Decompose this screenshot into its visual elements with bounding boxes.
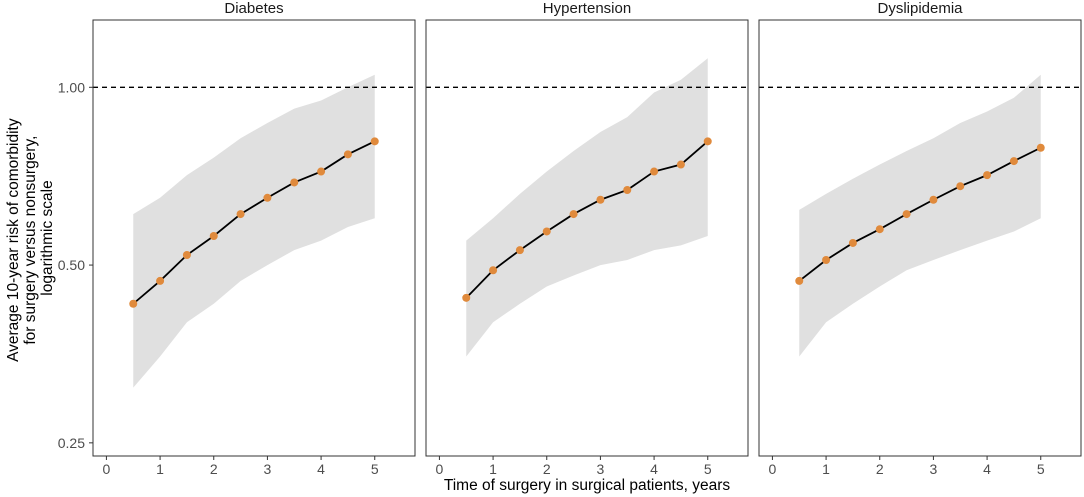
- x-tick-label: 0: [436, 461, 444, 477]
- estimate-line: [132, 140, 376, 305]
- data-point: [317, 167, 326, 176]
- data-point: [156, 276, 165, 285]
- x-tick-label: 5: [371, 461, 379, 477]
- x-tick-label: 5: [1037, 461, 1045, 477]
- panel-border: [758, 19, 1082, 457]
- data-point: [1036, 143, 1045, 152]
- x-tick-label: 4: [317, 461, 325, 477]
- data-point: [929, 195, 938, 204]
- y-axis-title-line-1: Average 10-year risk of comorbidity: [5, 118, 22, 362]
- estimate-line: [798, 146, 1042, 282]
- x-tick-label: 0: [769, 461, 777, 477]
- data-point: [1009, 157, 1018, 166]
- x-tick-label: 3: [264, 461, 272, 477]
- y-tick-label: 1.00: [58, 79, 85, 95]
- x-tick-label: 4: [983, 461, 991, 477]
- data-point: [596, 195, 605, 204]
- data-point: [343, 150, 352, 159]
- data-point: [542, 227, 551, 236]
- panel-title: Dyslipidemia: [877, 0, 963, 17]
- data-point: [676, 160, 685, 169]
- data-point: [875, 225, 884, 234]
- data-point: [956, 182, 965, 191]
- x-tick-label: 2: [543, 461, 551, 477]
- x-tick-label: 3: [597, 461, 605, 477]
- data-point: [129, 299, 138, 308]
- data-point: [650, 167, 659, 176]
- data-point: [489, 266, 498, 275]
- y-axis-title: Average 10-year risk of comorbidity for …: [5, 114, 56, 362]
- x-tick-label: 1: [822, 461, 830, 477]
- y-axis-title-line-3: logarithmic scale: [39, 180, 56, 295]
- panel-hypertension: Hypertension 0 1 2 3 4 5: [425, 0, 749, 477]
- estimate-line: [465, 140, 709, 299]
- x-tick-label: 5: [704, 461, 712, 477]
- data-point: [703, 137, 712, 146]
- x-tick-label: 4: [650, 461, 658, 477]
- data-point: [848, 238, 857, 247]
- data-point: [515, 246, 524, 255]
- data-point: [462, 293, 471, 302]
- data-point: [263, 193, 272, 202]
- data-point: [569, 210, 578, 219]
- data-point: [236, 210, 245, 219]
- x-tick-label: 1: [156, 461, 164, 477]
- confidence-band: [133, 74, 375, 388]
- x-tick-label: 2: [210, 461, 218, 477]
- x-tick-label: 1: [489, 461, 497, 477]
- data-point: [290, 178, 299, 187]
- confidence-band: [799, 74, 1041, 357]
- x-axis-title: Time of surgery in surgical patients, ye…: [444, 477, 731, 494]
- panel-border: [425, 19, 749, 457]
- y-tick-label: 0.25: [58, 435, 85, 451]
- data-point: [795, 276, 804, 285]
- data-point: [182, 251, 191, 260]
- x-tick-label: 3: [930, 461, 938, 477]
- panel-diabetes: Diabetes 0 1 2 3 4 5: [92, 0, 416, 477]
- y-axis: 0.25 0.50 1.00: [58, 79, 93, 451]
- data-point: [822, 255, 831, 264]
- data-point: [370, 137, 379, 146]
- panel-title: Hypertension: [543, 0, 631, 17]
- data-point: [983, 171, 992, 180]
- x-tick-label: 0: [103, 461, 111, 477]
- y-tick-label: 0.50: [58, 257, 85, 273]
- x-tick-label: 2: [876, 461, 884, 477]
- data-point: [902, 210, 911, 219]
- data-point: [623, 186, 632, 195]
- panel-border: [92, 19, 416, 457]
- data-point: [209, 232, 218, 241]
- panel-title: Diabetes: [224, 0, 283, 17]
- y-axis-title-line-2: for surgery versus nonsurgery,: [22, 136, 39, 345]
- panel-dyslipidemia: Dyslipidemia 0 1 2 3 4 5: [758, 0, 1082, 477]
